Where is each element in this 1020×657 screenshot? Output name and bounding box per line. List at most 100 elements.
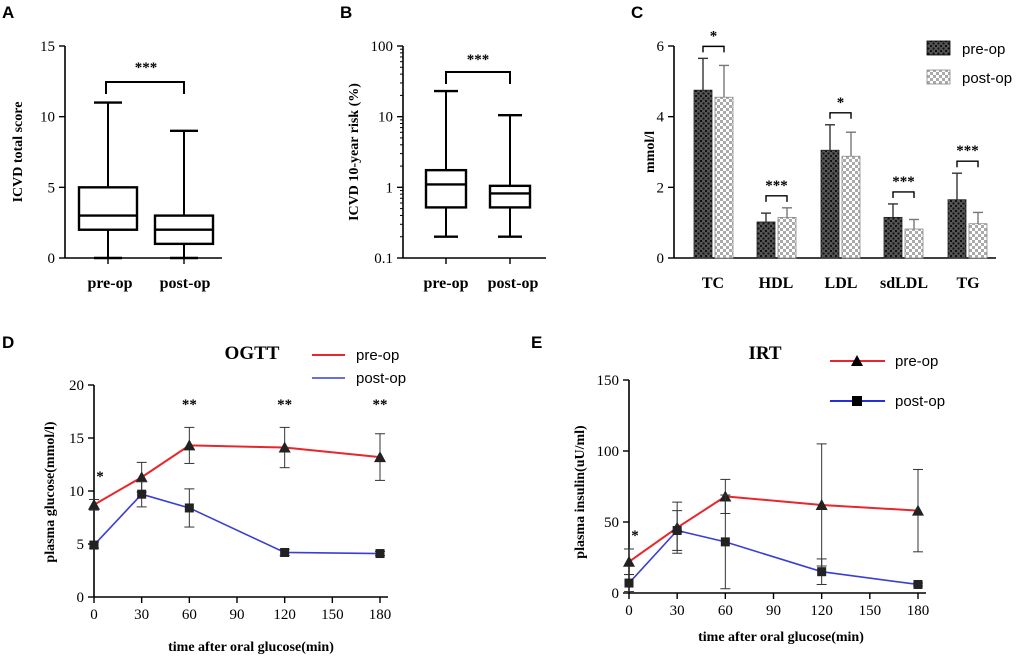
panel-c-sig-bracket-LDL <box>829 112 852 119</box>
panel-a-cat-post: post-op <box>160 275 211 292</box>
panel-b-cat-post: post-op <box>488 275 539 292</box>
panel-c-cat-sdldl: sdLDL <box>880 275 928 292</box>
panel-e-point-post-op <box>817 567 827 577</box>
panel-label-d: D <box>2 333 14 352</box>
panel-d-x-tick-label: 0 <box>90 607 98 623</box>
panel-d-point-pre-op <box>88 498 100 510</box>
panel-b-cat-pre: pre-op <box>423 275 468 292</box>
panel-e-ylabel: plasma insulin(uU/ml) <box>573 425 588 559</box>
panel-e-x-tick-label: 120 <box>810 603 833 619</box>
panel-d-y-tick-label: 20 <box>69 378 84 394</box>
panel-c-sig-label-sdLDL: *** <box>892 174 915 190</box>
panel-e-legend-pre: pre-op <box>895 353 938 370</box>
panel-d-x-tick-label: 30 <box>134 607 149 623</box>
panel-e-title: IRT <box>748 343 781 364</box>
panel-e-legend-post: post-op <box>895 393 945 410</box>
panel-label-e: E <box>531 333 542 352</box>
panel-c-bar-post-op-HDL <box>777 216 797 259</box>
panel-c-bar-post-op-LDL <box>841 155 861 259</box>
panel-c-bar-pre-op-LDL <box>820 149 840 259</box>
panel-d-point-pre-op <box>135 471 148 483</box>
panel-c-sig-bracket-HDL <box>765 195 788 202</box>
panel-a-cat-pre: pre-op <box>87 275 132 292</box>
panel-c-bar-post-op-TG <box>968 223 988 259</box>
panel-e-x-tick-label: 90 <box>766 603 781 619</box>
panel-c-sig-label-LDL: * <box>837 95 845 111</box>
panel-d-y-tick-label: 10 <box>69 484 84 500</box>
panel-d-line-post-op <box>93 493 381 555</box>
panel-d-sig-label: ** <box>277 397 292 413</box>
panel-a-ylabel: ICVD total score <box>11 102 26 203</box>
panel-e-x-tick-label: 30 <box>670 603 685 619</box>
panel-e-x-tick-label: 0 <box>625 603 633 619</box>
panel-d-sig-label: ** <box>373 397 388 413</box>
panel-d-point-post-op <box>184 503 194 513</box>
panel-c-cat-tg: TG <box>956 275 980 292</box>
panel-e-point-post-op <box>720 537 730 547</box>
panel-e-point-post-op <box>913 579 923 589</box>
panel-e-xlabel: time after oral glucose(min) <box>698 630 864 645</box>
panel-e-line-post-op <box>628 529 919 586</box>
panel-c-sig-label-TC: * <box>710 28 718 44</box>
panel-label-a: A <box>2 3 14 22</box>
panel-d-point-post-op <box>89 540 99 550</box>
panel-a-sig-bracket <box>105 81 185 94</box>
panel-c-sig-bracket-TC <box>702 45 725 53</box>
panel-b-y-tick-label: 100 <box>371 39 394 55</box>
panel-c-sig-label-HDL: *** <box>765 178 788 194</box>
panel-a-sig-label: *** <box>135 60 158 76</box>
panel-c-sig-label-TG: *** <box>956 143 979 159</box>
panel-e-y-tick-label: 100 <box>597 444 620 460</box>
panel-b-y-tick-label: 0.1 <box>374 251 393 267</box>
panel-e-legend-pre-marker <box>851 355 863 366</box>
panel-a-chart: 0 5 10 15 *** <box>40 39 222 267</box>
panel-b-box-post-op-iqr <box>488 184 532 209</box>
panel-d-x-tick-label: 60 <box>182 607 197 623</box>
panel-e-x-tick-label: 150 <box>859 603 882 619</box>
panel-d-x-tick-label: 120 <box>273 607 296 623</box>
panel-b-sig-bracket <box>445 71 511 84</box>
panel-e-y-tick-label: 0 <box>612 586 620 602</box>
panel-d-x-tick-label: 150 <box>321 607 344 623</box>
panel-c-y-tick-label: 6 <box>657 39 665 55</box>
panel-b-y-tick-label: 10 <box>378 110 393 126</box>
panel-e-x-tick-label: 180 <box>907 603 930 619</box>
panel-b-ylabel: ICVD 10-year risk (%) <box>347 83 362 221</box>
panel-c-bar-pre-op-TC <box>693 89 713 259</box>
panel-c-cat-tc: TC <box>702 275 724 292</box>
panel-d-legend-post: post-op <box>356 370 406 387</box>
panel-d-title: OGTT <box>225 343 280 364</box>
panel-e-point-pre-op <box>815 498 828 510</box>
panel-c-y-tick-label: 2 <box>657 180 665 196</box>
panel-b-sig-label: *** <box>467 52 490 68</box>
panel-c-cat-hdl: HDL <box>759 275 794 292</box>
panel-c-bar-pre-op-sdLDL <box>883 216 903 259</box>
panel-d-line-pre-op <box>93 444 381 506</box>
panel-d-xlabel: time after oral glucose(min) <box>168 640 334 655</box>
panel-e-point-pre-op <box>912 504 924 516</box>
panel-d-point-pre-op <box>278 441 291 453</box>
panel-c-cat-ldl: LDL <box>825 275 858 292</box>
panel-d-point-post-op <box>280 547 290 557</box>
panel-d-point-post-op <box>137 489 147 499</box>
panel-e-point-post-op <box>672 526 682 536</box>
panel-d-y-tick-label: 0 <box>77 590 85 606</box>
panel-a-box-pre-op-iqr <box>77 186 139 231</box>
panel-d-sig-label: * <box>96 469 104 485</box>
panel-label-b: B <box>340 3 352 22</box>
panel-c-legend-post-swatch <box>926 69 951 85</box>
panel-label-c: C <box>631 3 643 22</box>
panel-e-sig-label: * <box>631 528 639 544</box>
panel-a-y-tick-label: 0 <box>48 251 56 267</box>
panel-e-line-pre-op <box>628 495 919 563</box>
panel-b-chart: 0.1 1 10 100 *** <box>371 39 546 267</box>
panel-c-bar-pre-op-TG <box>947 199 967 259</box>
panel-c-ylabel: mmol/l <box>643 131 658 173</box>
panel-c-sig-bracket-sdLDL <box>892 191 915 198</box>
panel-e-y-tick-label: 150 <box>597 373 620 389</box>
panel-a-y-tick-label: 5 <box>48 180 56 196</box>
panel-c-y-tick-label: 0 <box>657 251 665 267</box>
panel-e-x-tick-label: 60 <box>718 603 733 619</box>
